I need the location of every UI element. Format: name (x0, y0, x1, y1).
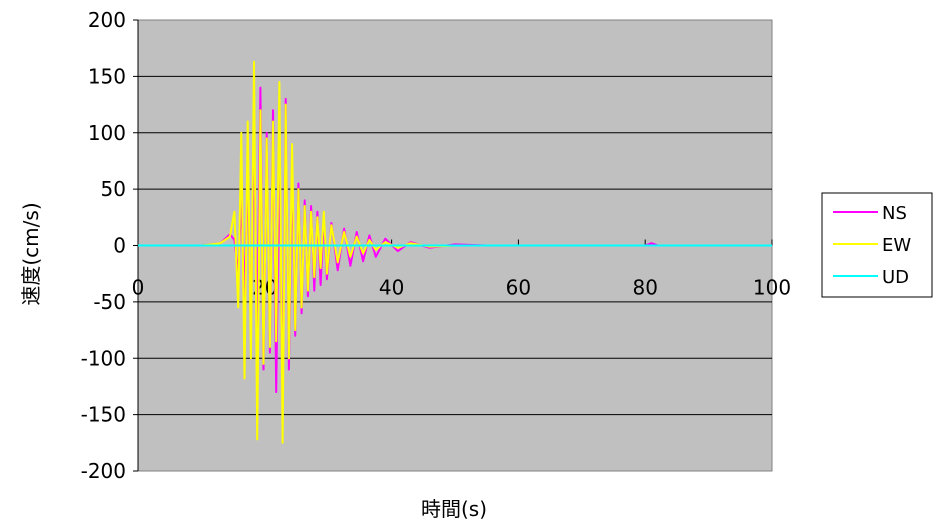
y-tick-label-3: 50 (101, 177, 126, 201)
y-tick-label-5: -50 (93, 290, 126, 314)
y-tick-label-2: 100 (88, 121, 126, 145)
x-tick-label-5: 100 (753, 276, 791, 300)
x-axis-title: 時間(s) (421, 497, 487, 521)
y-tick-label-6: -100 (81, 346, 126, 370)
y-tick-label-8: -200 (81, 459, 126, 483)
legend-label-ud: UD (882, 267, 909, 288)
legend-label-ns: NS (882, 203, 907, 224)
y-tick-label-0: 200 (88, 8, 126, 32)
legend-label-ew: EW (882, 235, 911, 256)
y-tick-label-1: 150 (88, 64, 126, 88)
y-tick-label-7: -150 (81, 403, 126, 427)
legend: NS EW UD (821, 192, 933, 298)
series-line-ew (138, 60, 658, 444)
x-tick-label-4: 80 (632, 276, 657, 300)
x-tick-label-2: 40 (379, 276, 404, 300)
x-tick-label-3: 60 (506, 276, 531, 300)
series-lines (138, 60, 772, 444)
y-axis-title: 速度(cm/s) (19, 202, 43, 305)
y-tick-label-4: 0 (113, 234, 126, 258)
y-axis-ticks: 200 150 100 50 0 -50 -100 -150 -200 (81, 8, 138, 483)
